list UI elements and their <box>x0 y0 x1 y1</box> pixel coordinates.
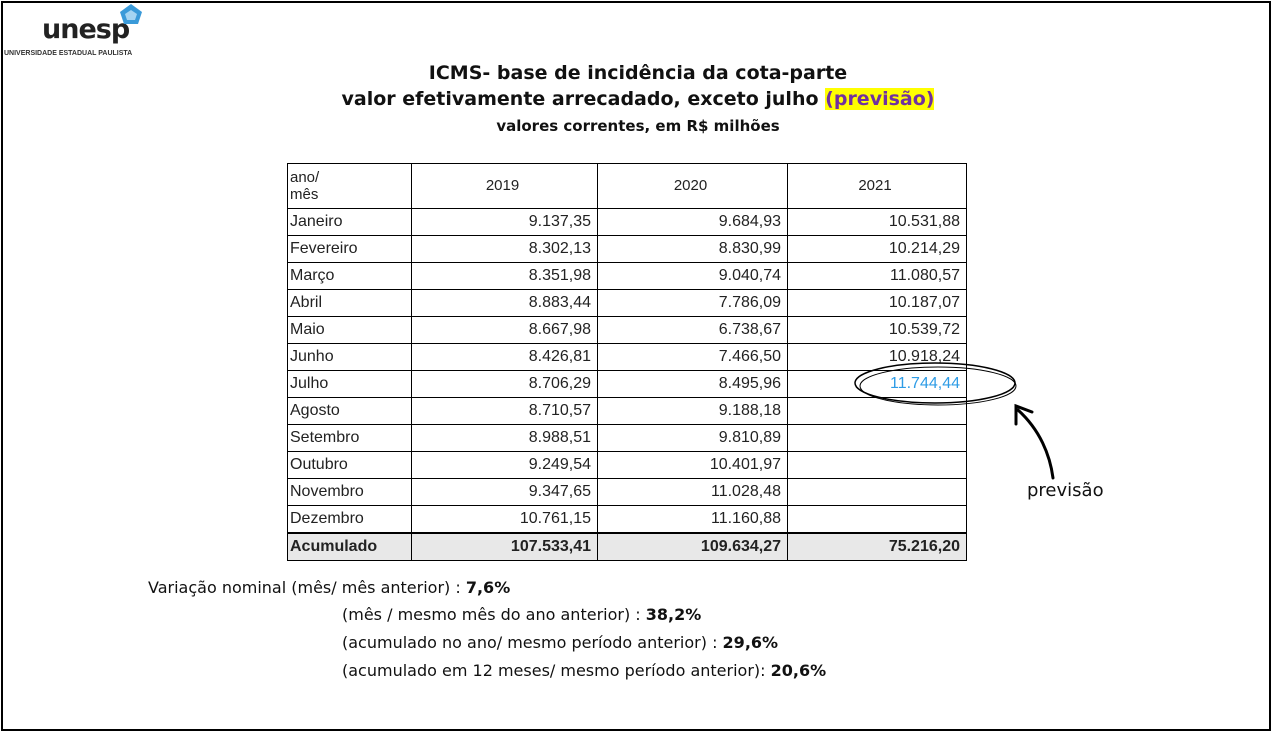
value-cell: 9.040,74 <box>597 262 788 290</box>
note: (mês / mesmo mês do ano anterior) : 38,2… <box>342 605 701 624</box>
table-row: Agosto 8.710,57 9.188,18 <box>287 397 967 425</box>
total-cell: 75.216,20 <box>787 532 967 561</box>
value-cell: 8.710,57 <box>411 397 598 425</box>
value-cell: 11.160,88 <box>597 505 788 534</box>
value-cell: 11.744,44 <box>787 370 967 398</box>
value-cell: 7.466,50 <box>597 343 788 371</box>
total-cell: 107.533,41 <box>411 532 598 561</box>
month-cell: Agosto <box>287 397 412 425</box>
month-cell: Fevereiro <box>287 235 412 263</box>
units: valores correntes, em R$ milhões <box>496 117 780 135</box>
month-cell: Junho <box>287 343 412 371</box>
annotation: previsão <box>1027 480 1104 501</box>
value-cell <box>787 397 967 425</box>
value-cell: 8.988,51 <box>411 424 598 452</box>
value-cell: 10.918,24 <box>787 343 967 371</box>
value-cell: 10.214,29 <box>787 235 967 263</box>
note-value: 7,6% <box>465 578 511 597</box>
header-cell: 2020 <box>597 163 788 209</box>
value-cell: 9.810,89 <box>597 424 788 452</box>
subtitle-highlight: (previsão) <box>825 88 935 110</box>
logo-subtitle: UNIVERSIDADE ESTADUAL PAULISTA <box>4 50 133 57</box>
table-row: Fevereiro 8.302,13 8.830,99 10.214,29 <box>287 235 967 263</box>
value-cell: 8.830,99 <box>597 235 788 263</box>
value-cell: 6.738,67 <box>597 316 788 344</box>
month-cell: Julho <box>287 370 412 398</box>
table-row: Março 8.351,98 9.040,74 11.080,57 <box>287 262 967 290</box>
table-row: Janeiro 9.137,35 9.684,93 10.531,88 <box>287 208 967 236</box>
note: (acumulado no ano/ mesmo período anterio… <box>342 633 778 652</box>
table-row: Setembro 8.988,51 9.810,89 <box>287 424 967 452</box>
table-row: Novembro 9.347,65 11.028,48 <box>287 478 967 506</box>
value-cell: 9.684,93 <box>597 208 788 236</box>
note-label: (acumulado no ano/ mesmo período anterio… <box>342 633 723 652</box>
total-row: Acumulado 107.533,41 109.634,27 75.216,20 <box>287 532 967 561</box>
value-cell: 10.187,07 <box>787 289 967 317</box>
month-cell: Outubro <box>287 451 412 479</box>
value-cell <box>787 478 967 506</box>
value-cell <box>787 505 967 534</box>
value-cell: 8.426,81 <box>411 343 598 371</box>
note-value: 29,6% <box>722 633 779 652</box>
table-row: Outubro 9.249,54 10.401,97 <box>287 451 967 479</box>
month-cell: Setembro <box>287 424 412 452</box>
month-cell: Novembro <box>287 478 412 506</box>
value-cell: 7.786,09 <box>597 289 788 317</box>
value-cell: 11.080,57 <box>787 262 967 290</box>
note-label: Variação nominal (mês/ mês anterior) : <box>148 578 466 597</box>
note-label: (mês / mesmo mês do ano anterior) : <box>342 605 646 624</box>
value-cell: 9.249,54 <box>411 451 598 479</box>
note: (acumulado em 12 meses/ mesmo período an… <box>342 661 826 680</box>
table-row: Dezembro 10.761,15 11.160,88 <box>287 505 967 534</box>
value-cell: 8.667,98 <box>411 316 598 344</box>
value-cell <box>787 424 967 452</box>
value-cell: 10.761,15 <box>411 505 598 534</box>
value-cell: 10.531,88 <box>787 208 967 236</box>
month-cell: Janeiro <box>287 208 412 236</box>
value-cell: 9.137,35 <box>411 208 598 236</box>
header-cell: 2019 <box>411 163 598 209</box>
header-row: ano/ mês 2019 2020 2021 <box>287 163 967 209</box>
header-cell: 2021 <box>787 163 967 209</box>
value-cell: 11.028,48 <box>597 478 788 506</box>
table-row: Junho 8.426,81 7.466,50 10.918,24 <box>287 343 967 371</box>
table-row: Maio 8.667,98 6.738,67 10.539,72 <box>287 316 967 344</box>
value-cell: 9.347,65 <box>411 478 598 506</box>
value-cell: 8.351,98 <box>411 262 598 290</box>
total-cell: 109.634,27 <box>597 532 788 561</box>
note-label: (acumulado em 12 meses/ mesmo período an… <box>342 661 771 680</box>
value-cell <box>787 451 967 479</box>
table-row: Abril 8.883,44 7.786,09 10.187,07 <box>287 289 967 317</box>
value-cell: 8.302,13 <box>411 235 598 263</box>
header-cell: ano/ mês <box>287 163 412 209</box>
subtitle: valor efetivamente arrecadado, exceto ju… <box>0 88 1276 110</box>
month-cell: Maio <box>287 316 412 344</box>
subtitle-text: valor efetivamente arrecadado, exceto ju… <box>341 88 819 110</box>
title: ICMS- base de incidência da cota-parte <box>428 62 848 84</box>
logo: unesp <box>42 14 130 45</box>
total-cell: Acumulado <box>287 532 412 561</box>
value-cell: 8.706,29 <box>411 370 598 398</box>
table-row: Julho 8.706,29 8.495,96 11.744,44 <box>287 370 967 398</box>
month-cell: Abril <box>287 289 412 317</box>
value-cell: 10.539,72 <box>787 316 967 344</box>
logo-icon <box>120 4 142 24</box>
month-cell: Março <box>287 262 412 290</box>
data-table: ano/ mês 2019 2020 2021 Janeiro 9.137,35 9.68… <box>287 163 967 561</box>
note-value: 38,2% <box>645 605 702 624</box>
value-cell: 8.495,96 <box>597 370 788 398</box>
value-cell: 10.401,97 <box>597 451 788 479</box>
note-value: 20,6% <box>770 661 827 680</box>
note: Variação nominal (mês/ mês anterior) : 7… <box>148 578 510 597</box>
value-cell: 9.188,18 <box>597 397 788 425</box>
value-cell: 8.883,44 <box>411 289 598 317</box>
month-cell: Dezembro <box>287 505 412 534</box>
